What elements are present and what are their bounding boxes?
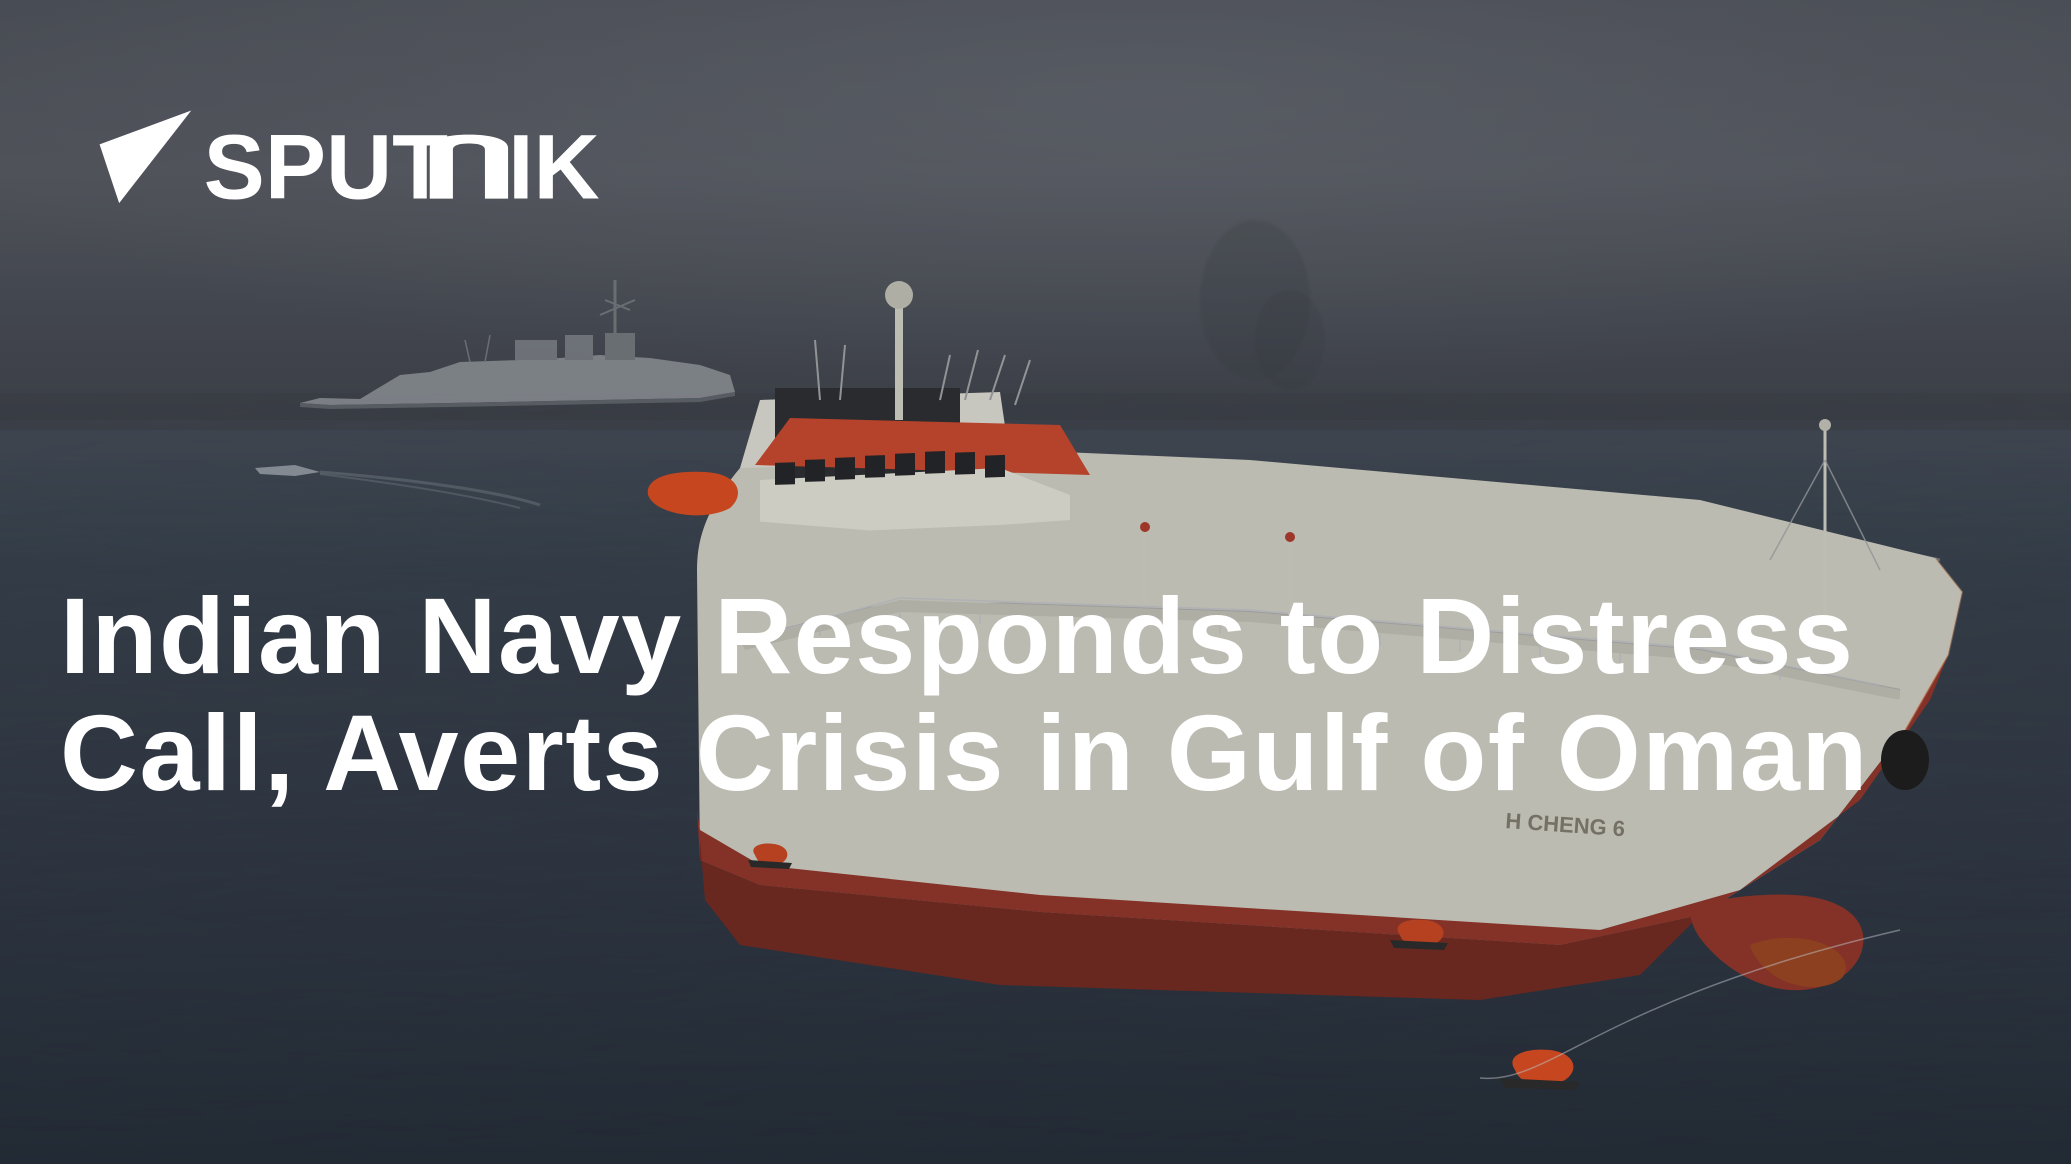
svg-text:SPUT: SPUT bbox=[204, 117, 448, 219]
svg-text:IK: IK bbox=[508, 117, 600, 219]
